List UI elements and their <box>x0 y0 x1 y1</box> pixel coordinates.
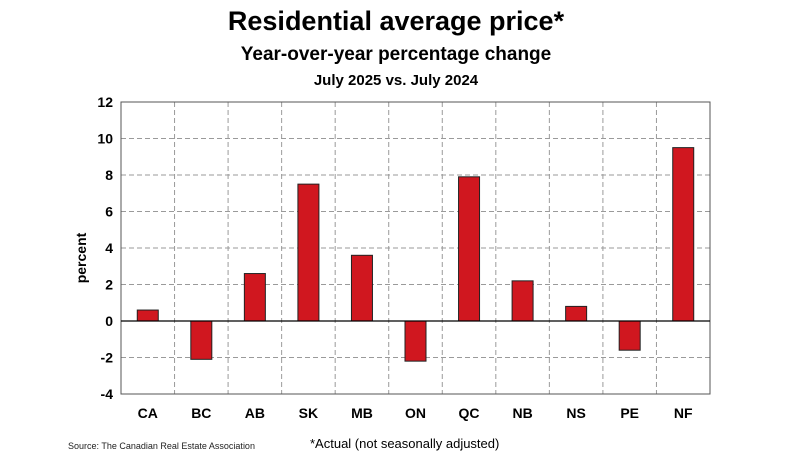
y-tick-label: 4 <box>105 240 113 256</box>
bar-nb <box>511 280 534 322</box>
bar-qc <box>458 176 481 322</box>
chart-period: July 2025 vs. July 2024 <box>313 72 479 89</box>
x-tick-label: PE <box>620 405 639 421</box>
y-tick-label: 12 <box>97 94 113 110</box>
x-tick-label: MB <box>351 405 373 421</box>
bar-on <box>404 320 427 362</box>
x-tick-label: BC <box>191 405 211 421</box>
source-note: Source: The Canadian Real Estate Associa… <box>68 441 255 451</box>
y-axis-label: percent <box>73 232 89 283</box>
bar-ca <box>136 309 159 322</box>
y-tick-label: 8 <box>105 167 113 183</box>
plot-frame <box>120 101 711 395</box>
y-tick-label: 10 <box>97 131 113 147</box>
chart-subtitle: Year-over-year percentage change <box>240 44 552 65</box>
x-tick-label: SK <box>299 405 318 421</box>
y-tick-label: 6 <box>105 204 113 220</box>
footnote: *Actual (not seasonally adjusted) <box>310 436 500 451</box>
bar-bc <box>190 320 213 360</box>
bar-pe <box>618 320 641 351</box>
y-tick-label: -2 <box>101 350 114 366</box>
x-tick-label: NS <box>566 405 585 421</box>
x-tick-label: CA <box>138 405 158 421</box>
x-tick-label: AB <box>245 405 265 421</box>
x-tick-label: QC <box>459 405 480 421</box>
x-tick-label: NB <box>512 405 532 421</box>
bar-nf <box>672 147 695 322</box>
x-tick-label: NF <box>674 405 693 421</box>
y-tick-label: 0 <box>105 313 113 329</box>
y-tick-label: 2 <box>105 277 113 293</box>
bar-ab <box>243 273 266 322</box>
x-tick-label: ON <box>405 405 426 421</box>
bar-mb <box>350 254 373 322</box>
bar-ns <box>565 305 588 322</box>
y-tick-label: -4 <box>101 386 114 402</box>
chart-title: Residential average price* <box>227 6 565 36</box>
bar-sk <box>297 183 320 322</box>
